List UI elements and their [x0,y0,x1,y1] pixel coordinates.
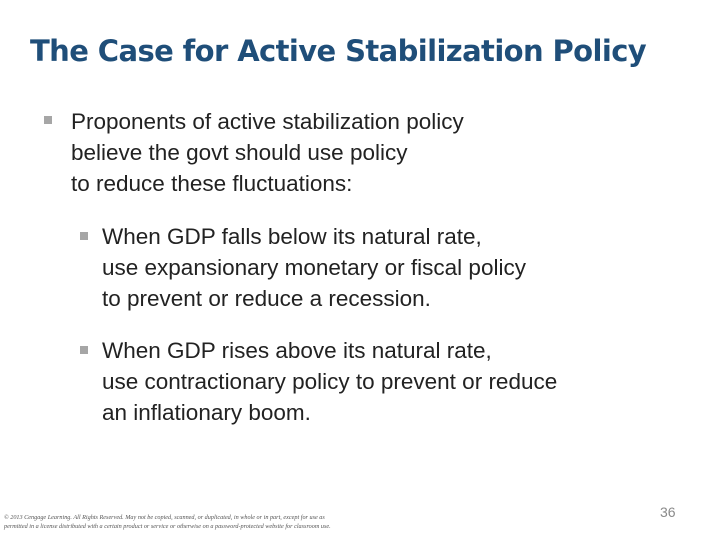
slide-title: The Case for Active Stabilization Policy [30,34,647,68]
bullet-line: Proponents of active stabilization polic… [71,109,464,134]
bullet-level-1: Proponents of active stabilization polic… [44,106,644,199]
page-number: 36 [660,504,676,520]
bullet-line: use contractionary policy to prevent or … [102,369,558,394]
sub-bullet-gdp-above: When GDP rises above its natural rate, u… [80,335,680,428]
sub-bullet-gdp-below: When GDP falls below its natural rate, u… [80,221,680,314]
copyright-line: permitted in a license distributed with … [4,523,331,530]
bullet-line: When GDP falls below its natural rate, [102,224,482,249]
bullet-line: When GDP rises above its natural rate, [102,338,492,363]
square-bullet-icon [44,116,52,124]
bullet-line: believe the govt should use policy [71,140,408,165]
bullet-line: to prevent or reduce a recession. [102,286,431,311]
copyright-footer: © 2013 Cengage Learning. All Rights Rese… [4,513,444,531]
square-bullet-icon [80,232,88,240]
bullet-line: an inflationary boom. [102,400,311,425]
square-bullet-icon [80,346,88,354]
bullet-line: use expansionary monetary or fiscal poli… [102,255,526,280]
copyright-line: © 2013 Cengage Learning. All Rights Rese… [4,514,325,521]
bullet-line: to reduce these fluctuations: [71,171,353,196]
